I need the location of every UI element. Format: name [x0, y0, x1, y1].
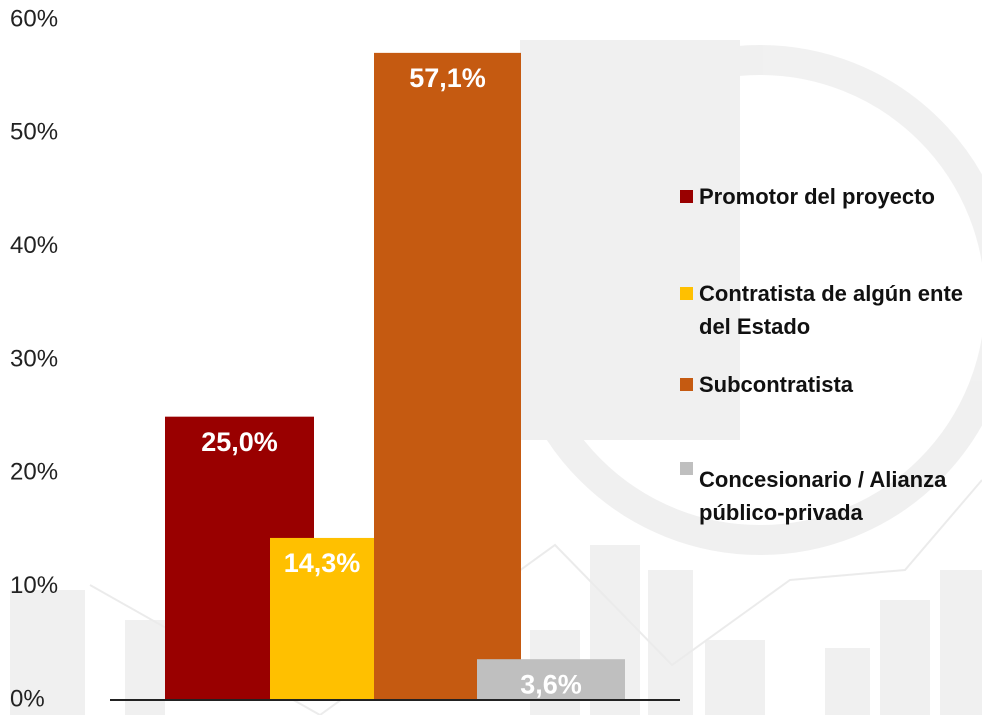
legend-label: Promotor del proyecto — [699, 184, 935, 209]
y-tick-label: 0% — [10, 685, 45, 712]
y-tick-label: 30% — [10, 345, 58, 372]
legend-swatch — [680, 287, 693, 300]
y-tick-label: 60% — [10, 5, 58, 32]
y-tick-label: 50% — [10, 119, 58, 146]
y-tick-label: 40% — [10, 232, 58, 259]
bar — [374, 52, 521, 701]
legend-label: Concesionario / Alianza público-privada — [699, 467, 947, 525]
y-tick-label: 20% — [10, 459, 58, 486]
data-label: 3,6% — [520, 669, 582, 699]
plot: 0% 10% 20% 30% 40% 50% 60% 25,0% 14,3% 57,1% 3,6% — [10, 5, 625, 712]
legend-swatch — [680, 190, 693, 203]
legend-label: Subcontratista — [699, 372, 854, 397]
legend-label: Contratista de algún ente del Estado — [699, 281, 964, 339]
data-label: 14,3% — [284, 548, 361, 578]
legend-swatch — [680, 378, 693, 391]
data-label: 25,0% — [201, 427, 278, 457]
bar — [270, 537, 374, 700]
legend-swatch — [680, 462, 693, 475]
y-tick-label: 10% — [10, 572, 58, 599]
data-label: 57,1% — [409, 63, 486, 93]
bar — [477, 659, 625, 700]
